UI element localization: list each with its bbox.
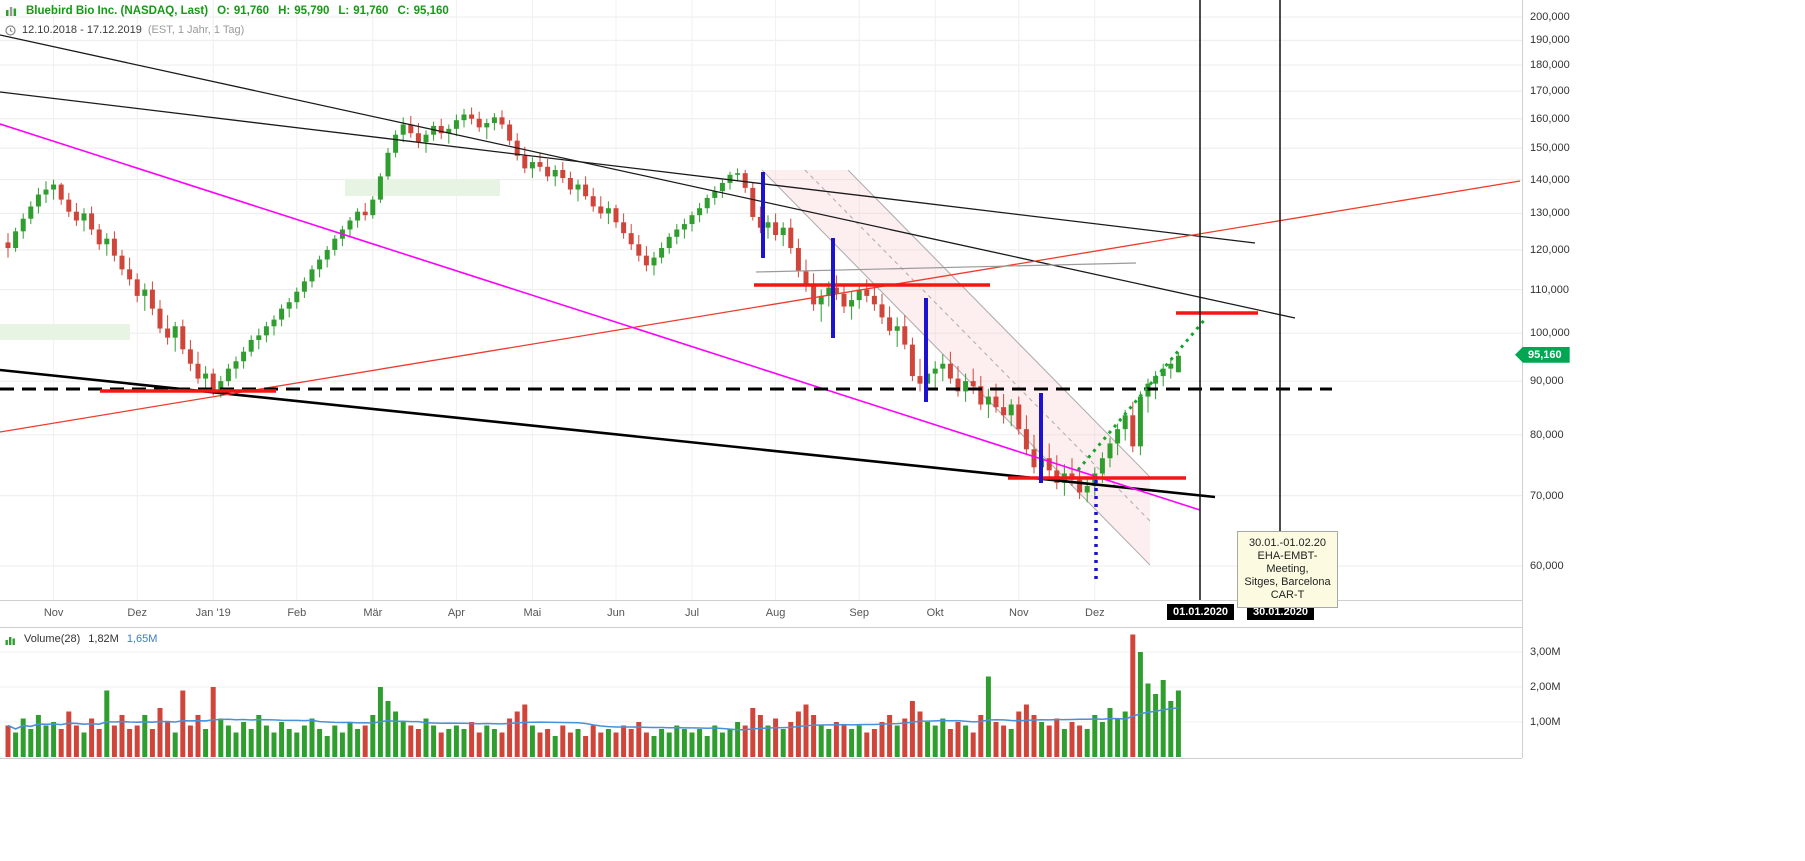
volume-label: Volume(28) xyxy=(24,633,81,645)
ohlc-close: C: 95,160 xyxy=(397,5,449,17)
price-axis-label: 140,000 xyxy=(1530,173,1570,186)
volume-chart-canvas[interactable] xyxy=(0,628,1522,758)
x-axis-month-label: Jan '19 xyxy=(195,607,231,619)
volume-value: 1,82M xyxy=(88,633,119,645)
x-axis-month-label: Mai xyxy=(523,607,542,619)
ohlc-high: H: 95,790 xyxy=(278,5,330,17)
x-axis-month-label: Feb xyxy=(287,607,307,619)
price-axis-label: 200,000 xyxy=(1530,11,1570,23)
ohlc-low: L: 91,760 xyxy=(338,5,389,17)
volume-ma-value: 1,65M xyxy=(126,633,158,645)
price-axis-label: 90,000 xyxy=(1530,375,1564,388)
price-axis-label: 160,000 xyxy=(1530,112,1570,125)
price-axis-label: 60,000 xyxy=(1530,560,1564,572)
price-axis-label: 120,000 xyxy=(1530,243,1570,256)
price-axis-label: 180,000 xyxy=(1530,59,1570,72)
x-axis-month-label: Nov xyxy=(1009,607,1029,619)
volume-axis-label: 1,00M xyxy=(1530,716,1561,728)
x-axis-month-label: Okt xyxy=(926,607,944,619)
price-pane: Bluebird Bio Inc. (NASDAQ, Last) O: 91,76… xyxy=(0,0,1522,608)
volume-axis-label: 2,00M xyxy=(1530,681,1561,693)
price-chart-canvas[interactable] xyxy=(0,0,1522,600)
trendline-upper[interactable] xyxy=(0,34,1296,319)
price-axis-label: 70,000 xyxy=(1530,489,1564,502)
x-axis-month-label: Apr xyxy=(447,607,465,619)
volume-icon xyxy=(5,634,16,645)
annotation-line: Sitges, Barcelona xyxy=(1244,576,1331,588)
clock-icon xyxy=(5,24,16,36)
price-axis-label: 100,000 xyxy=(1530,327,1570,340)
volume-ma-line xyxy=(7,706,1179,731)
projection-green-dotted[interactable] xyxy=(1076,317,1208,471)
volume-legend: Volume(28) 1,82M 1,65M xyxy=(5,633,157,645)
volume-axis-label: 3,00M xyxy=(1530,646,1561,658)
annotation-line: EHA-EMBT-Meeting, xyxy=(1257,550,1318,575)
annotation-line: CAR-T xyxy=(1270,589,1305,601)
chart-sublegend: 12.10.2018 - 17.12.2019 (EST, 1 Jahr, 1 … xyxy=(5,24,244,36)
event-date-box: 30.01.2020 xyxy=(1247,604,1315,620)
chart-settings: (EST, 1 Jahr, 1 Tag) xyxy=(147,24,245,36)
price-axis[interactable]: 95,160 200,000 190,000 180,000 170,000 160,0… xyxy=(1515,0,1805,758)
date-range: 12.10.2018 - 17.12.2019 xyxy=(22,24,142,36)
ohlc-open: O: 91,760 xyxy=(217,5,270,17)
gray-level-line[interactable] xyxy=(755,262,1137,273)
x-axis-month-label: Sep xyxy=(849,607,869,619)
last-price-tag: 95,160 xyxy=(1515,346,1570,363)
chart-legend: Bluebird Bio Inc. (NASDAQ, Last) O: 91,76… xyxy=(5,5,449,17)
instrument-title: Bluebird Bio Inc. (NASDAQ, Last) xyxy=(26,5,209,17)
event-date-box: 01.01.2020 xyxy=(1167,604,1235,620)
x-axis-month-label: Dez xyxy=(1085,607,1105,619)
price-axis-label: 80,000 xyxy=(1530,428,1564,441)
x-axis-month-label: Dez xyxy=(127,607,147,619)
volume-pane: Volume(28) 1,82M 1,65M xyxy=(0,628,1522,759)
x-axis-month-label: Jul xyxy=(684,607,700,619)
x-axis-month-label: Jun xyxy=(607,607,625,619)
annotation-line: 30.01.-01.02.20 xyxy=(1248,537,1327,549)
price-axis-label: 130,000 xyxy=(1530,207,1570,220)
price-axis-label: 110,000 xyxy=(1530,283,1569,296)
x-axis-month-label: Nov xyxy=(43,607,64,619)
magenta-trendline[interactable] xyxy=(0,123,1201,511)
event-annotation[interactable]: 30.01.-01.02.20 EHA-EMBT-Meeting, Sitges… xyxy=(1237,531,1338,608)
instrument-icon xyxy=(5,5,17,17)
x-axis-month-label: Aug xyxy=(765,607,786,619)
trendline-shallow[interactable] xyxy=(0,91,1256,244)
x-axis-month-label: Mär xyxy=(363,607,383,619)
price-axis-label: 170,000 xyxy=(1530,85,1570,98)
price-axis-label: 190,000 xyxy=(1530,34,1570,47)
price-axis-label: 150,000 xyxy=(1530,142,1570,155)
